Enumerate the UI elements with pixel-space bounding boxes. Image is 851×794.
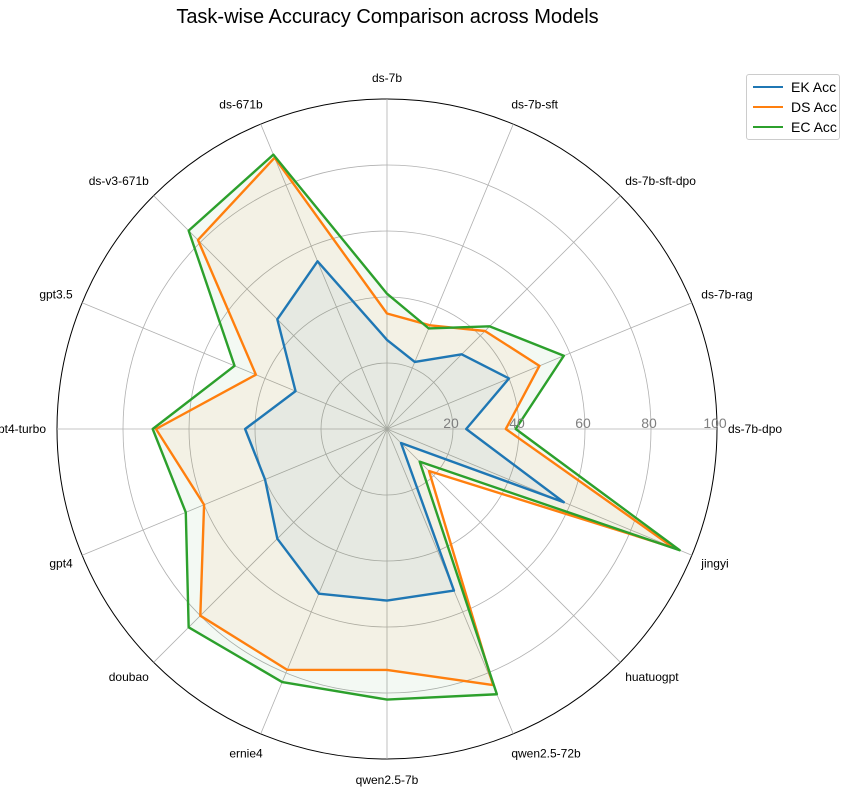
grid-spoke <box>260 123 388 430</box>
category-label: huatuogpt <box>625 670 679 684</box>
grid-spoke <box>81 428 388 556</box>
grid-spoke <box>386 428 621 663</box>
series-fills <box>152 154 680 700</box>
radial-tick-label: 40 <box>509 415 525 431</box>
chart-title: Task-wise Accuracy Comparison across Mod… <box>176 6 599 28</box>
category-label: ds-7b-rag <box>701 288 752 302</box>
legend-item-ds: DS Acc <box>753 97 837 117</box>
legend-label-ec: EC Acc <box>791 119 837 135</box>
category-label: gpt4 <box>49 556 73 570</box>
grid-spoke <box>386 123 514 430</box>
series-lines <box>151 153 681 701</box>
legend-swatch-ds <box>753 106 783 108</box>
series-line <box>151 153 681 701</box>
radial-tick-label: 60 <box>575 415 591 431</box>
series-line <box>243 260 566 602</box>
category-label: qwen2.5-72b <box>511 746 581 760</box>
category-label: ds-7b <box>372 71 402 85</box>
legend-label-ek: EK Acc <box>791 79 837 95</box>
radial-tick-label: 100 <box>703 415 727 431</box>
legend-label-ds: DS Acc <box>791 99 837 115</box>
category-label: ds-7b-sft-dpo <box>625 174 696 188</box>
category-label: jingyi <box>700 556 728 570</box>
radial-tick-label: 20 <box>443 415 459 431</box>
series-fill <box>245 261 564 601</box>
category-label: gpt3.5 <box>39 288 73 302</box>
radial-tick-label: 80 <box>641 415 657 431</box>
category-label: ds-671b <box>219 98 263 112</box>
grid-spoke <box>386 195 621 430</box>
radial-tick-labels: 20 40 60 80 100 <box>443 415 727 431</box>
legend-item-ek: EK Acc <box>753 77 836 97</box>
category-label: ds-v3-671b <box>89 174 149 188</box>
legend-swatch-ec <box>753 126 783 128</box>
series-fill <box>156 157 674 686</box>
legend-swatch-ek <box>753 86 783 88</box>
series-fill <box>152 154 680 700</box>
category-label: ds-7b-dpo <box>728 422 782 436</box>
category-labels: ds-7b-dpo ds-7b-rag ds-7b-sft-dpo ds-7b-sft… <box>0 71 782 787</box>
category-label: qwen2.5-7b <box>356 773 419 787</box>
category-label: doubao <box>109 670 149 684</box>
legend: EK Acc DS Acc EC Acc <box>746 74 840 140</box>
category-label: ernie4 <box>229 746 263 760</box>
grid-spoke <box>153 428 388 663</box>
legend-item-ec: EC Acc <box>753 117 837 137</box>
grid-spoke <box>153 195 388 430</box>
category-label: ds-7b-sft <box>511 98 558 112</box>
category-label: gpt4-turbo <box>0 422 46 436</box>
